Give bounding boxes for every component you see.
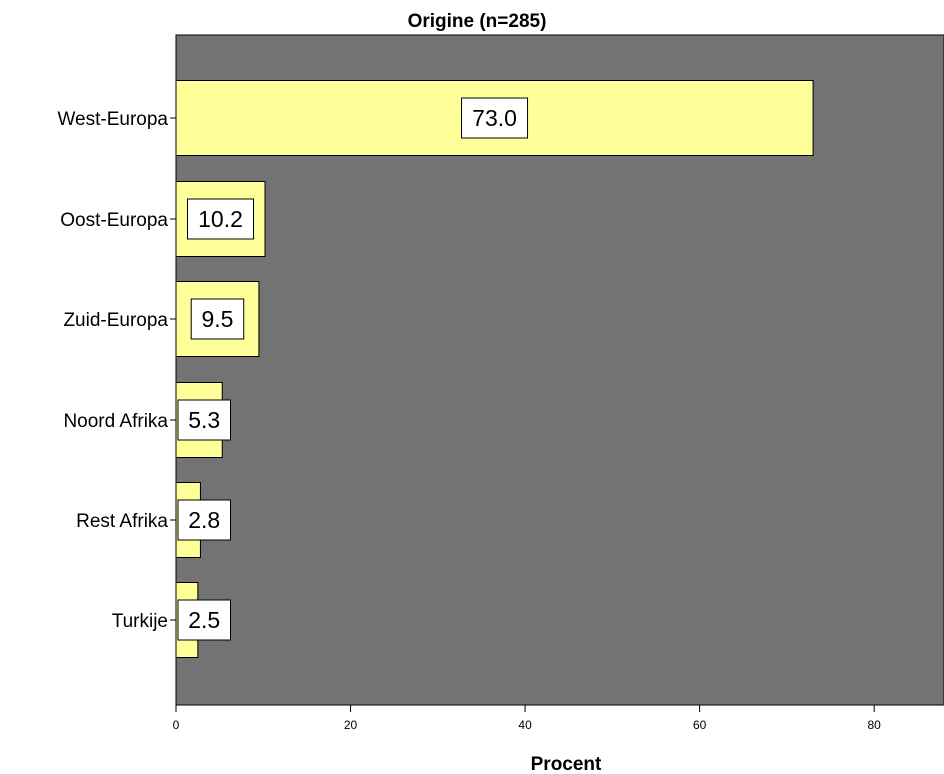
x-tick-label: 0 [173, 718, 180, 732]
category-label: Turkije [112, 611, 168, 632]
data-label-box [461, 97, 529, 139]
x-tick-label: 80 [868, 718, 882, 732]
data-label: 10.2 [198, 206, 243, 232]
category-label: Oost-Europa [60, 210, 168, 231]
bars-group: 73.0 10.2 9.5 5.3 2.8 2.5 [175, 80, 814, 658]
data-label-box [187, 198, 255, 240]
data-label-box [190, 298, 245, 340]
data-label: 2.5 [188, 607, 220, 633]
data-label-box [177, 399, 231, 441]
category-axis: West-Europa Oost-Europa Zuid-Europa Noord A… [57, 109, 176, 632]
category-label: Noord Afrika [63, 411, 168, 432]
data-label: 73.0 [472, 105, 517, 131]
x-axis-label: Procent [531, 754, 602, 774]
chart-title: Origine (n=285) [408, 11, 547, 32]
data-label: 9.5 [201, 306, 233, 332]
category-label: Rest Afrika [76, 511, 168, 532]
data-label-box [177, 599, 231, 641]
x-tick-label: 60 [693, 718, 707, 732]
x-axis: 0 20 40 60 80 [173, 705, 882, 732]
data-label: 2.8 [188, 507, 220, 533]
data-label: 5.3 [188, 407, 220, 433]
x-tick-label: 20 [344, 718, 358, 732]
x-tick-label: 40 [518, 718, 532, 732]
category-label: West-Europa [57, 109, 168, 130]
data-label-box [177, 499, 231, 541]
category-label: Zuid-Europa [63, 310, 168, 331]
